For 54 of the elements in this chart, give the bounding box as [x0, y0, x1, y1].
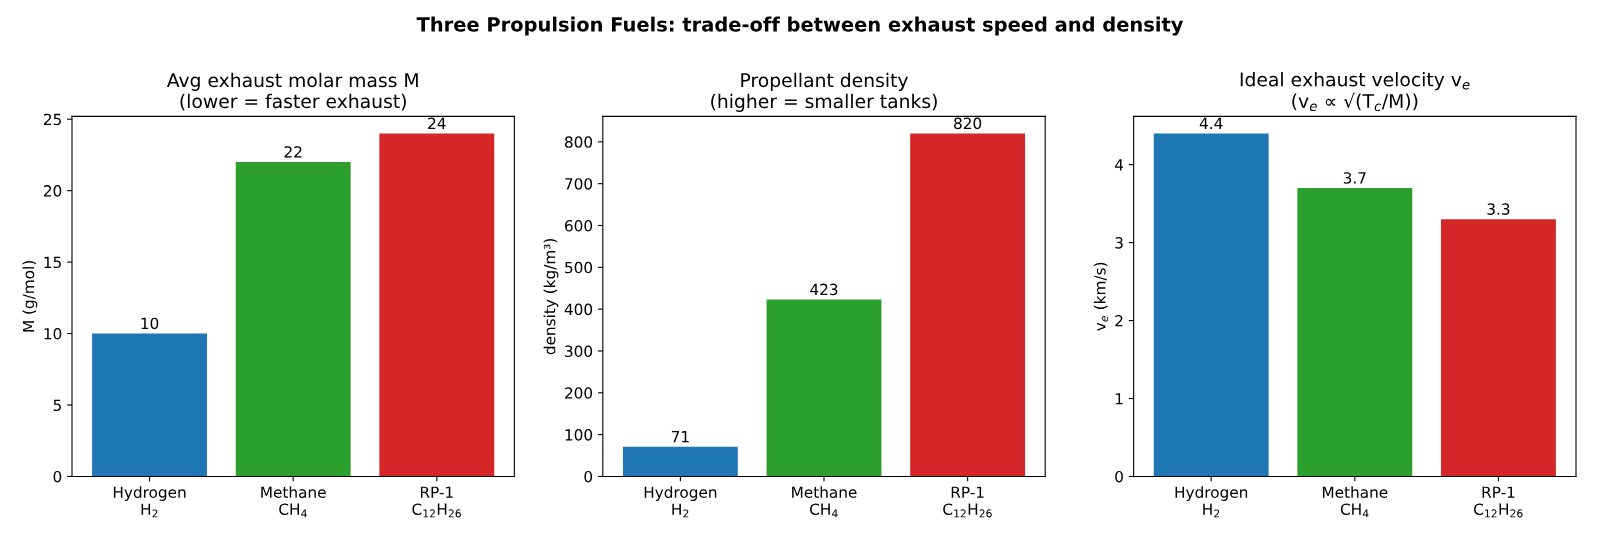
x-tick-label: Methane CH$_{4}$ — [261, 486, 326, 518]
bar — [92, 333, 207, 477]
x-tick-label: Hydrogen H$_{2}$ — [1175, 486, 1248, 518]
chart-title: Avg exhaust molar mass M (lower = faster exhaust) — [166, 72, 418, 111]
y-tick-label: 300 — [565, 345, 593, 357]
chart-title: Ideal exhaust velocity v$_{e}$ (v$_{e}$ ∝ √(T$_{c}$/M)) — [1240, 72, 1470, 112]
x-tick-label: Hydrogen H$_{2}$ — [113, 486, 186, 518]
y-tick-label: 600 — [565, 219, 593, 232]
y-tick-label: 400 — [564, 303, 593, 316]
y-tick-label: 5 — [53, 399, 61, 412]
y-axis-title: density (kg/m³) — [543, 238, 559, 355]
x-tick-label: Methane CH$_{4}$ — [1322, 486, 1388, 518]
y-tick-label: 500 — [565, 261, 593, 274]
bar — [1153, 133, 1269, 477]
y-tick-label: 0 — [53, 470, 62, 483]
data-label: 820 — [954, 117, 982, 130]
data-label: 4.4 — [1199, 117, 1223, 129]
y-tick-label: 25 — [43, 113, 61, 126]
y-tick-label: 100 — [565, 429, 593, 441]
bar — [235, 162, 351, 477]
bar — [379, 133, 495, 477]
data-label: 423 — [810, 283, 838, 296]
y-axis-title: v$_{e}$ (km/s) — [1093, 262, 1109, 331]
y-tick-label: 1 — [1115, 393, 1123, 405]
x-tick-label: RP-1 C$_{12}$H$_{26}$ — [1474, 486, 1523, 518]
bar — [1441, 219, 1556, 477]
data-label: 3.3 — [1487, 203, 1510, 215]
data-label: 24 — [428, 117, 446, 129]
y-tick-label: 0 — [1115, 470, 1123, 483]
y-tick-label: 2 — [1115, 315, 1123, 327]
y-tick-label: 3 — [1115, 237, 1123, 249]
y-tick-label: 700 — [565, 178, 593, 190]
y-tick-label: 0 — [584, 470, 593, 483]
x-tick-label: RP-1 C$_{12}$H$_{26}$ — [943, 486, 992, 518]
y-tick-label: 4 — [1114, 159, 1124, 171]
bar — [622, 446, 738, 477]
chart-title: Propellant density (higher = smaller tanks) — [711, 72, 937, 112]
text: Three Propulsion Fuels: trade-off between exhaust speed and density — [416, 16, 1184, 36]
x-tick-label: Methane CH$_{4}$ — [792, 486, 857, 518]
y-tick-label: 200 — [565, 387, 593, 399]
data-label: 71 — [671, 431, 689, 443]
x-tick-label: Hydrogen H$_{2}$ — [644, 486, 717, 518]
y-tick-label: 10 — [44, 328, 62, 340]
data-label: 22 — [284, 146, 302, 158]
y-axis-title: M (g/mol) — [22, 261, 38, 332]
bar — [910, 133, 1026, 477]
bar — [766, 299, 882, 477]
y-tick-label: 20 — [43, 185, 62, 197]
data-label: 10 — [141, 317, 159, 330]
y-tick-label: 800 — [564, 136, 593, 148]
data-label: 3.7 — [1343, 172, 1366, 184]
y-tick-label: 15 — [44, 256, 61, 269]
bar — [1297, 188, 1413, 477]
x-tick-label: RP-1 C$_{12}$H$_{26}$ — [412, 486, 461, 518]
